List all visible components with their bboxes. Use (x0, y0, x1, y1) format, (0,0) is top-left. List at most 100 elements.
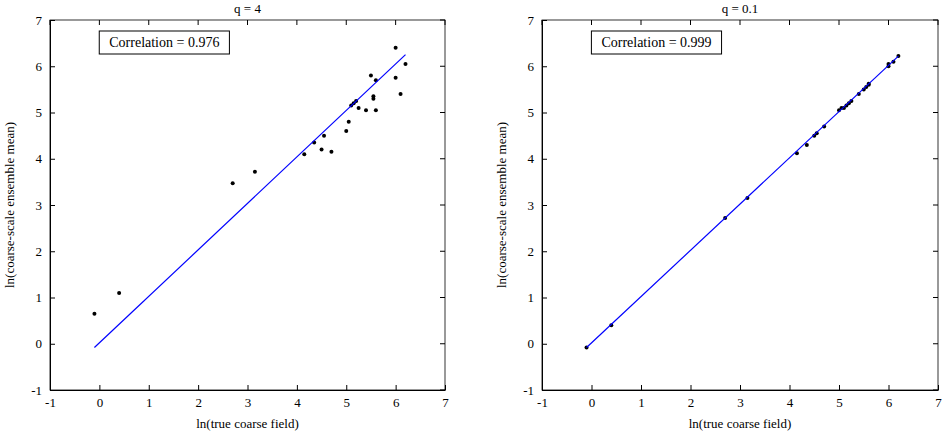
tick: 5 (344, 385, 351, 410)
tick-mark (933, 158, 938, 159)
tick-mark (149, 385, 150, 390)
tick: 0 (589, 385, 596, 410)
tick-mark (50, 113, 55, 114)
tick: 3 (36, 198, 56, 213)
tick-mark (50, 20, 55, 21)
point (344, 129, 348, 133)
tick: 0 (36, 336, 56, 351)
point (394, 46, 398, 50)
y-axis: -101234567 (523, 13, 547, 398)
tick-mark (933, 205, 938, 206)
tick-mark (542, 159, 547, 160)
tick: 4 (36, 151, 56, 166)
tick: 1 (528, 290, 548, 305)
x-axis: -101234567 (45, 385, 449, 410)
point (371, 97, 375, 101)
tick: 6 (886, 385, 893, 410)
tick-label: 4 (787, 395, 794, 410)
tick-mark (346, 20, 347, 25)
tick-mark (99, 385, 100, 390)
tick-label: 5 (528, 105, 535, 120)
tick-mark (440, 343, 445, 344)
tick-mark (690, 20, 691, 25)
tick-mark (445, 20, 446, 25)
tick: 2 (528, 244, 548, 259)
y-axis-title: ln(coarse-scale ensemble mean) (494, 122, 509, 288)
tick: 7 (442, 385, 449, 410)
point (253, 170, 257, 174)
point (231, 181, 235, 185)
plot-area (585, 54, 901, 349)
tick-mark (440, 112, 445, 113)
tick-mark (198, 385, 199, 390)
tick-label: 3 (737, 395, 744, 410)
tick: 5 (528, 105, 548, 120)
tick-label: 1 (36, 290, 43, 305)
point (399, 92, 403, 96)
tick-mark (50, 159, 55, 160)
annotation: Correlation = 0.999 (601, 35, 711, 50)
tick-mark (297, 385, 298, 390)
tick-label: 5 (36, 105, 43, 120)
tick-mark (50, 66, 55, 67)
tick-label: 1 (146, 395, 153, 410)
tick: 1 (36, 290, 56, 305)
tick-mark (938, 20, 939, 25)
point (302, 152, 306, 156)
tick-mark (839, 385, 840, 390)
tick-label: 6 (886, 395, 893, 410)
tick-label: 3 (36, 198, 43, 213)
tick-label: 6 (528, 59, 535, 74)
tick-label: 4 (36, 151, 43, 166)
tick-mark (542, 113, 547, 114)
tick-mark (440, 158, 445, 159)
tick-label: 7 (528, 13, 535, 28)
tick-label: 2 (36, 244, 43, 259)
tick: 1 (146, 385, 153, 410)
plot-area (92, 46, 407, 348)
point (369, 74, 373, 78)
tick: 4 (294, 385, 301, 410)
tick-mark (50, 298, 55, 299)
tick-label: 2 (528, 244, 535, 259)
tick: 6 (36, 59, 56, 74)
tick: 3 (737, 385, 744, 410)
tick-mark (440, 390, 445, 391)
point (374, 108, 378, 112)
tick-mark (440, 297, 445, 298)
point (320, 148, 324, 152)
tick: 5 (36, 105, 56, 120)
tick-mark (440, 20, 445, 21)
point (364, 108, 368, 112)
tick-label: 1 (528, 290, 535, 305)
tick-mark (542, 20, 543, 25)
tick-mark (933, 112, 938, 113)
tick-mark (790, 385, 791, 390)
tick-mark (641, 20, 642, 25)
tick: 5 (836, 385, 843, 410)
tick-mark (789, 20, 790, 25)
tick: 7 (36, 13, 56, 28)
x-axis-title: ln(true coarse field) (689, 416, 792, 431)
tick-mark (50, 205, 55, 206)
tick-mark (933, 251, 938, 252)
tick-mark (396, 385, 397, 390)
tick: 6 (393, 385, 400, 410)
tick-mark (542, 66, 547, 67)
tick: 7 (935, 385, 942, 410)
fit-line (94, 55, 405, 348)
tick-mark (395, 20, 396, 25)
tick-label: 3 (528, 198, 535, 213)
tick-mark (440, 251, 445, 252)
tick-mark (889, 385, 890, 390)
tick-mark (691, 385, 692, 390)
figure: -101234567-101234567Correlation = 0.976q… (0, 0, 948, 434)
tick: -1 (523, 383, 547, 398)
tick-mark (933, 20, 938, 21)
tick-mark (50, 344, 55, 345)
x-axis: -101234567 (537, 385, 942, 410)
tick-mark (839, 20, 840, 25)
tick-mark (50, 251, 55, 252)
tick-mark (542, 390, 547, 391)
tick-mark (50, 20, 51, 25)
